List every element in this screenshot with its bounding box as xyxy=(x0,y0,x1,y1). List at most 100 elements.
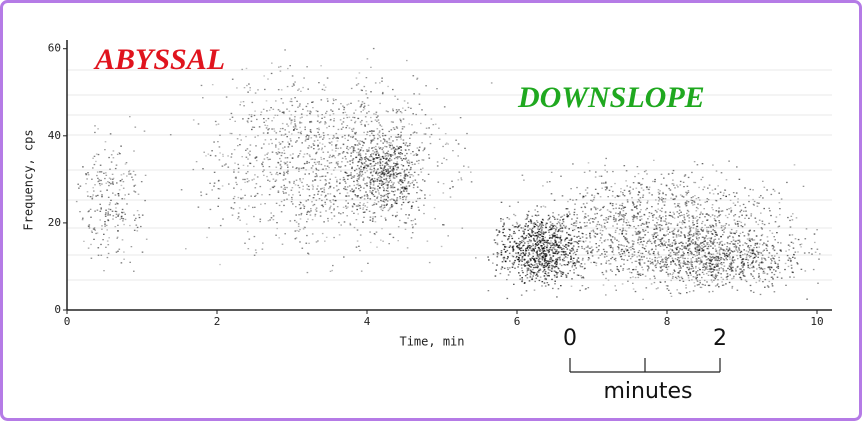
speckle xyxy=(250,196,252,197)
speckle xyxy=(392,89,394,90)
speckle xyxy=(595,209,597,210)
speckle xyxy=(402,108,404,109)
speckle xyxy=(251,121,253,122)
speckle xyxy=(329,138,331,139)
speckle xyxy=(516,222,518,223)
speckle xyxy=(749,257,751,258)
speckle xyxy=(683,182,685,183)
speckle xyxy=(286,136,288,137)
speckle xyxy=(600,196,602,197)
speckle xyxy=(349,164,351,165)
speckle xyxy=(666,230,668,231)
speckle xyxy=(525,219,527,220)
speckle xyxy=(614,285,616,286)
speckle xyxy=(264,203,266,204)
speckle xyxy=(359,159,361,160)
speckle xyxy=(397,197,399,198)
speckle xyxy=(244,182,246,183)
speckle xyxy=(640,209,642,210)
speckle xyxy=(387,111,389,112)
speckle xyxy=(373,153,375,154)
speckle xyxy=(394,129,396,130)
speckle xyxy=(255,195,257,196)
speckle xyxy=(538,244,540,245)
speckle xyxy=(220,225,222,226)
speckle xyxy=(638,237,640,238)
speckle xyxy=(776,253,778,254)
speckle xyxy=(656,288,658,289)
speckle xyxy=(308,243,310,244)
speckle xyxy=(88,174,90,175)
speckle xyxy=(571,258,573,259)
speckle xyxy=(296,129,298,130)
speckle xyxy=(378,194,380,195)
speckle xyxy=(292,203,294,204)
speckle xyxy=(333,155,335,156)
speckle xyxy=(744,224,746,225)
speckle xyxy=(540,242,542,243)
speckle xyxy=(357,195,359,196)
speckle xyxy=(356,84,358,85)
speckle xyxy=(283,113,285,114)
speckle xyxy=(633,215,635,216)
speckle xyxy=(588,219,590,220)
speckle xyxy=(645,234,647,235)
speckle xyxy=(372,157,374,158)
speckle xyxy=(113,150,115,151)
speckle xyxy=(308,253,310,254)
speckle xyxy=(582,211,584,212)
speckle xyxy=(547,244,549,245)
speckle xyxy=(705,237,707,238)
speckle xyxy=(706,281,708,282)
speckle xyxy=(536,242,538,243)
speckle xyxy=(558,288,560,289)
speckle xyxy=(625,207,627,208)
speckle xyxy=(305,140,307,141)
speckle xyxy=(522,270,524,271)
speckle xyxy=(315,179,317,180)
speckle xyxy=(329,157,331,158)
speckle xyxy=(589,241,591,242)
speckle xyxy=(107,257,109,258)
speckle xyxy=(388,181,390,182)
speckle xyxy=(308,162,310,163)
speckle xyxy=(298,231,300,232)
speckle xyxy=(239,144,241,145)
speckle xyxy=(678,276,680,277)
speckle xyxy=(389,209,391,210)
speckle xyxy=(354,204,356,205)
speckle xyxy=(649,278,651,279)
speckle xyxy=(340,147,342,148)
speckle xyxy=(420,123,422,124)
speckle xyxy=(304,206,306,207)
speckle xyxy=(521,261,523,262)
speckle xyxy=(403,139,405,140)
speckle xyxy=(551,265,553,266)
speckle xyxy=(700,243,702,244)
speckle xyxy=(657,209,659,210)
speckle xyxy=(722,230,724,231)
speckle xyxy=(551,271,553,272)
speckle xyxy=(539,264,541,265)
speckle xyxy=(501,266,503,267)
speckle xyxy=(551,242,553,243)
speckle xyxy=(603,206,605,207)
speckle xyxy=(406,161,408,162)
speckle xyxy=(288,194,290,195)
speckle xyxy=(534,241,536,242)
speckle xyxy=(572,260,574,261)
speckle xyxy=(584,206,586,207)
speckle xyxy=(647,241,649,242)
speckle xyxy=(307,212,309,213)
speckle xyxy=(389,139,391,140)
speckle xyxy=(295,184,297,185)
speckle xyxy=(687,258,689,259)
speckle xyxy=(375,149,377,150)
speckle xyxy=(405,110,407,111)
speckle xyxy=(677,203,679,204)
speckle xyxy=(710,241,712,242)
speckle xyxy=(270,139,272,140)
speckle xyxy=(379,183,381,184)
speckle xyxy=(111,161,113,162)
speckle xyxy=(411,124,413,125)
